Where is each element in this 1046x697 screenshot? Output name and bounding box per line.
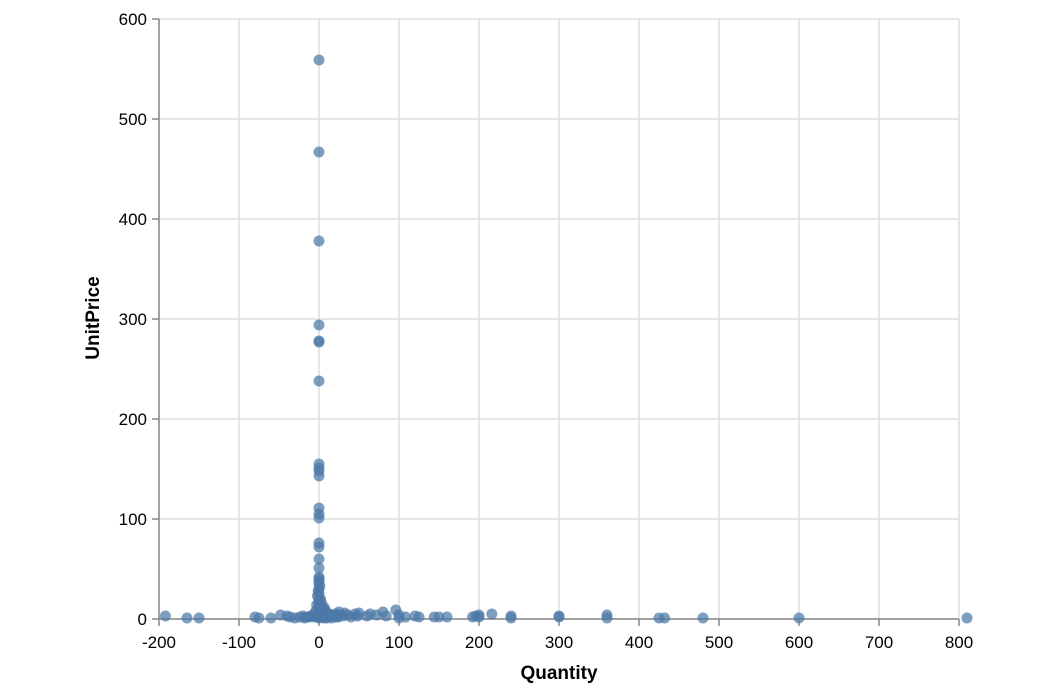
data-point	[159, 610, 171, 622]
x-tick-label: 600	[785, 633, 813, 652]
data-point	[441, 611, 453, 623]
data-point	[399, 611, 411, 623]
data-point	[314, 580, 326, 592]
data-point	[505, 612, 517, 624]
data-point	[313, 235, 325, 247]
x-tick-label: 800	[945, 633, 973, 652]
y-tick-label: 500	[119, 110, 147, 129]
data-point	[313, 553, 325, 565]
data-point	[697, 612, 709, 624]
y-tick-label: 600	[119, 10, 147, 29]
data-point	[313, 375, 325, 387]
x-tick-label: 200	[465, 633, 493, 652]
data-point	[413, 611, 425, 623]
data-point	[659, 612, 671, 624]
data-point	[961, 612, 973, 624]
y-tick-label: 400	[119, 210, 147, 229]
y-tick-label: 300	[119, 310, 147, 329]
data-point	[249, 611, 261, 623]
x-tick-label: 300	[545, 633, 573, 652]
data-point	[313, 512, 325, 524]
data-point	[275, 609, 287, 621]
data-point	[313, 541, 325, 553]
x-tick-label: 0	[314, 633, 323, 652]
data-point	[193, 612, 205, 624]
x-tick-label: 700	[865, 633, 893, 652]
data-point	[313, 319, 325, 331]
data-point	[793, 612, 805, 624]
data-point	[313, 146, 325, 158]
data-points	[159, 54, 973, 624]
data-point	[313, 470, 325, 482]
y-axis-title: UnitPrice	[83, 276, 104, 359]
x-axis-title: Quantity	[520, 663, 597, 684]
x-tick-label: -100	[222, 633, 256, 652]
data-point	[553, 610, 565, 622]
grid	[158, 18, 960, 620]
data-point	[601, 612, 613, 624]
data-point	[181, 612, 193, 624]
axes: -200 -100 0 100 200 300 400 500 600 700 800 0 100 200…	[119, 10, 974, 652]
y-tick-label: 100	[119, 510, 147, 529]
y-tick-label: 0	[138, 610, 147, 629]
x-tick-label: 500	[705, 633, 733, 652]
x-tick-label: 100	[385, 633, 413, 652]
data-point	[433, 611, 445, 623]
data-point	[486, 608, 498, 620]
data-point	[473, 609, 485, 621]
data-point	[380, 610, 392, 622]
data-point	[265, 612, 277, 624]
data-point	[313, 336, 325, 348]
x-tick-label: 400	[625, 633, 653, 652]
data-point	[313, 54, 325, 66]
data-point	[313, 562, 325, 574]
y-tick-label: 200	[119, 410, 147, 429]
x-tick-label: -200	[142, 633, 176, 652]
data-point	[331, 611, 343, 623]
